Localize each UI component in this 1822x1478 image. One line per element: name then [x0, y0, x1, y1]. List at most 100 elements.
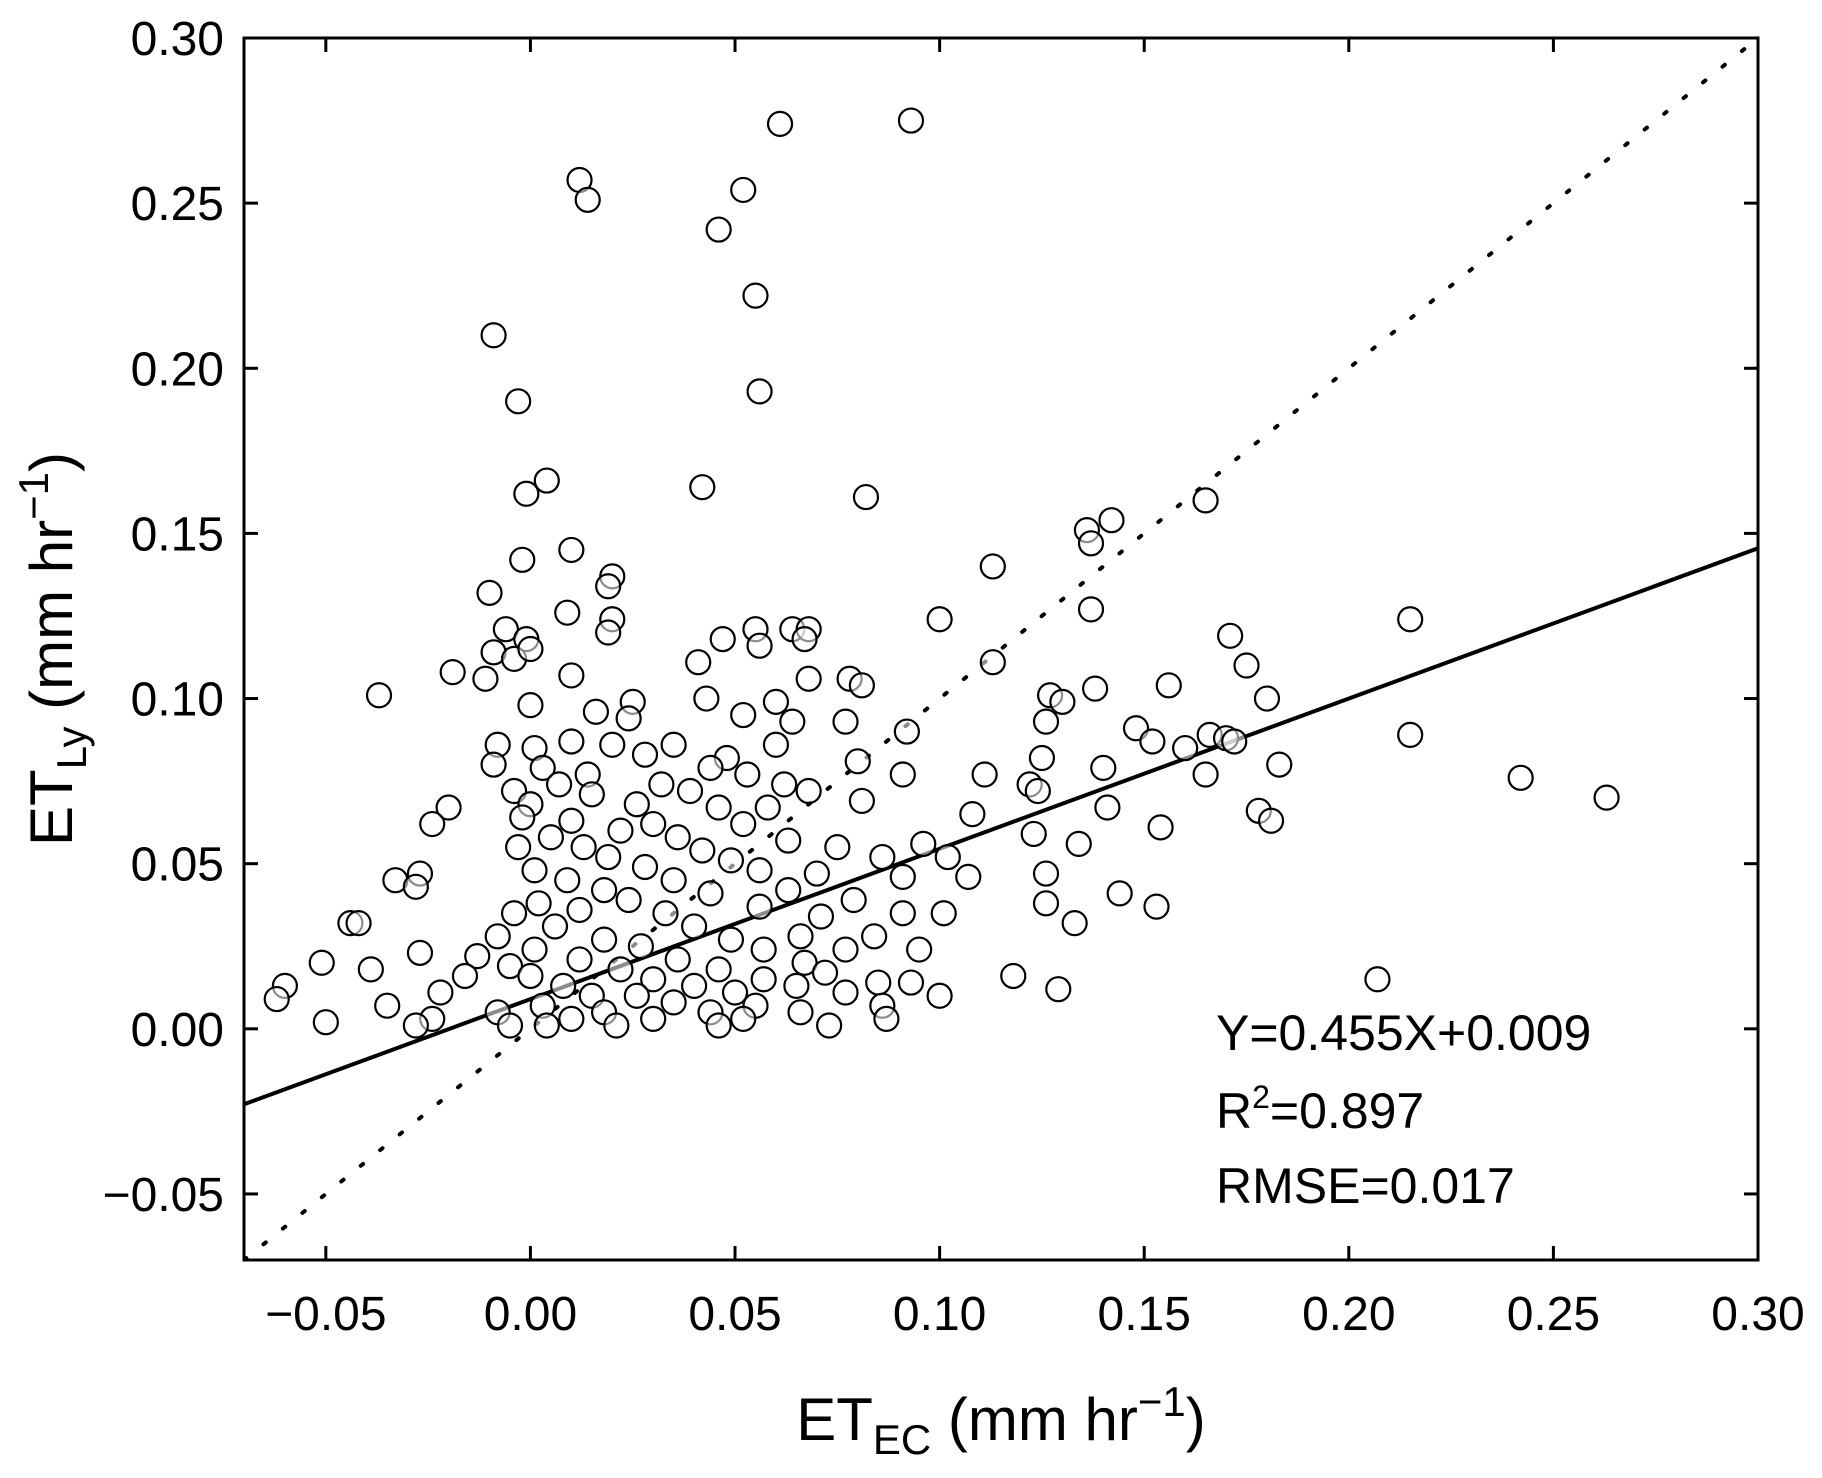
data-point: [402, 873, 429, 900]
data-point: [648, 771, 675, 798]
data-point: [897, 969, 925, 996]
data-point: [640, 810, 667, 838]
data-point: [824, 834, 851, 861]
data-point: [640, 966, 667, 993]
data-point: [1139, 728, 1166, 755]
data-point: [595, 843, 622, 871]
data-point: [1000, 962, 1027, 990]
data-point: [615, 705, 642, 732]
rmse: RMSE=0.017: [1216, 1158, 1515, 1214]
data-point: [852, 483, 880, 511]
data-point: [484, 923, 511, 950]
data-point: [558, 1005, 585, 1033]
data-point: [734, 761, 761, 788]
data-point: [1143, 893, 1170, 920]
data-point: [844, 748, 871, 775]
y-axis-title: ETLy (mm hr−1): [10, 452, 95, 846]
x-tick-label: 0.20: [1302, 1288, 1395, 1341]
data-point: [775, 827, 802, 854]
x-tick-label: 0.10: [893, 1288, 986, 1341]
data-point: [705, 956, 732, 983]
data-point: [517, 692, 544, 719]
data-point: [730, 701, 757, 729]
x-tick-label: 0.30: [1711, 1288, 1804, 1341]
data-point: [574, 186, 601, 213]
data-point: [308, 949, 335, 976]
data-point: [590, 876, 618, 904]
data-point: [374, 992, 401, 1019]
data-point: [926, 606, 953, 633]
data-point: [979, 553, 1006, 580]
data-point: [623, 982, 650, 1009]
data-point: [693, 685, 720, 712]
data-point: [803, 860, 830, 887]
data-point: [480, 751, 507, 778]
data-point: [1049, 688, 1076, 715]
data-point: [312, 1009, 339, 1036]
data-point: [1077, 530, 1105, 557]
data-point: [709, 625, 736, 653]
reference-lines: [244, 38, 1758, 1260]
data-point: [746, 893, 773, 920]
data-point: [689, 837, 716, 864]
data-point: [513, 480, 540, 507]
data-point: [545, 771, 573, 798]
data-point: [664, 946, 691, 973]
data-point: [1217, 622, 1244, 649]
data-point: [533, 467, 560, 494]
data-point: [1257, 807, 1285, 834]
data-point: [795, 777, 822, 805]
y-axis-title-sub: Ly: [48, 727, 95, 770]
data-point: [435, 794, 462, 821]
data-point: [832, 979, 859, 1006]
data-point: [771, 771, 798, 798]
data-point: [509, 804, 536, 831]
data-point: [566, 946, 593, 973]
data-point: [746, 632, 773, 659]
data-point: [1045, 976, 1072, 1003]
data-point: [795, 665, 822, 692]
data-point: [664, 824, 691, 851]
axis-ticks: [244, 36, 1760, 1260]
y-axis-title-close: ): [18, 452, 85, 472]
data-point: [1094, 794, 1121, 821]
data-point: [681, 913, 708, 940]
data-point: [496, 1012, 524, 1039]
data-point: [517, 635, 544, 663]
y-tick-label: 0.30: [131, 13, 224, 66]
x-tick-label: 0.15: [1098, 1288, 1191, 1341]
data-point: [754, 794, 781, 821]
data-point: [1233, 652, 1260, 679]
data-point: [746, 378, 773, 405]
data-point: [1253, 685, 1281, 712]
data-point: [603, 1012, 630, 1039]
data-point: [746, 857, 773, 884]
data-point: [848, 787, 875, 815]
data-point: [1098, 507, 1125, 534]
data-point: [865, 969, 892, 996]
data-point: [697, 754, 724, 781]
data-point: [582, 698, 610, 725]
data-point: [533, 1012, 560, 1039]
data-point: [840, 886, 867, 914]
data-point: [750, 936, 777, 963]
data-point: [959, 801, 986, 828]
x-axis-title-close: ): [1186, 1386, 1206, 1453]
data-point: [971, 761, 998, 788]
data-point: [631, 741, 659, 768]
data-point: [1192, 761, 1219, 788]
data-point: [832, 936, 859, 963]
y-tick-label: 0.20: [131, 343, 224, 396]
x-tick-label: 0.05: [688, 1288, 781, 1341]
data-point: [955, 863, 982, 890]
y-tick-label: 0.10: [131, 674, 224, 727]
data-point: [783, 972, 810, 999]
data-point: [554, 599, 581, 626]
data-point: [550, 972, 577, 999]
data-point: [906, 936, 933, 963]
data-point: [1020, 820, 1047, 848]
data-point: [505, 834, 532, 861]
data-point: [529, 754, 556, 781]
data-point: [685, 649, 712, 676]
data-point: [705, 216, 732, 243]
